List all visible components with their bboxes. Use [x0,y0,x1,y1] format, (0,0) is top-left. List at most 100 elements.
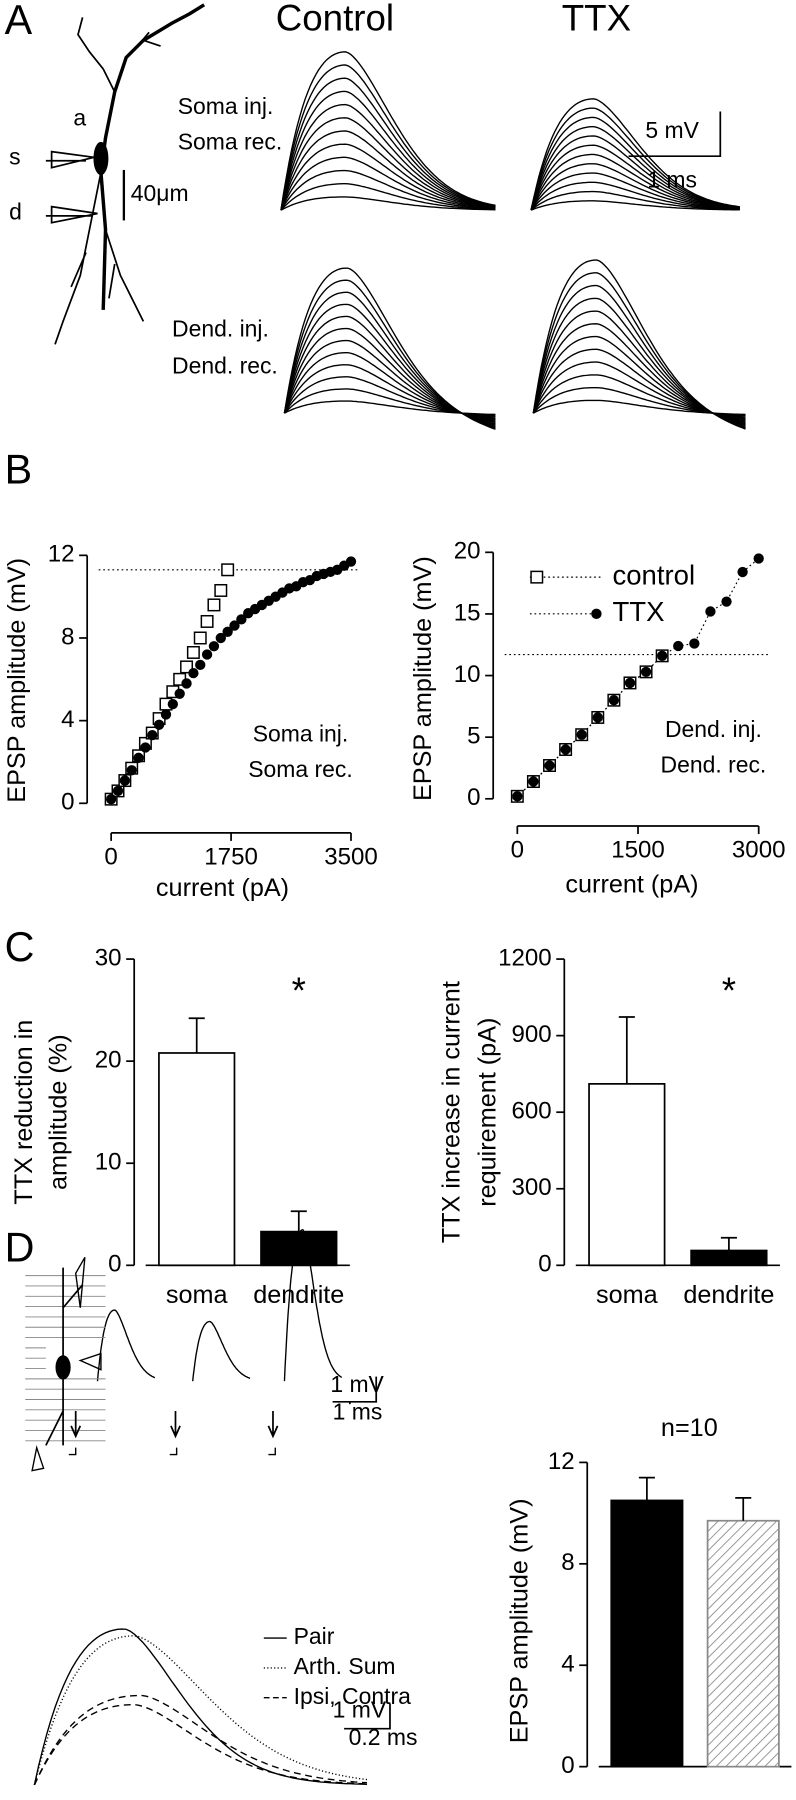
y-tick-label: 20 [454,538,481,565]
bar [706,1519,780,1768]
trace [532,323,746,424]
trace [280,64,496,211]
marker [126,765,137,776]
trace [284,400,496,416]
marker [174,688,185,699]
trace [283,327,496,424]
error-bar [638,1476,655,1501]
marker [208,641,220,652]
traces [33,51,746,1786]
marker [147,729,158,741]
trace [96,1309,156,1382]
error-bar [735,1497,752,1521]
marker [560,744,571,755]
neuron-label: d [9,199,22,225]
marker [591,608,602,619]
marker [207,598,221,612]
y-tick-label: 1200 [498,944,552,971]
neuron-label: a [73,105,86,131]
annotation: Soma inj. [253,720,349,746]
series-line [516,558,760,797]
y-axis-title: TTX reduction in [10,1020,38,1205]
marker [195,659,206,671]
scale-label: 1 mV [330,1371,384,1397]
y-tick-label: 300 [512,1174,552,1201]
scale-label: 5 mV [645,117,699,143]
trace [33,1703,368,1786]
error-bar [290,1210,307,1232]
column-title: Control [276,0,394,39]
trace [280,183,496,211]
marker [167,698,178,710]
x-tick-label: 0 [511,837,524,864]
marker [153,719,165,730]
x-tick-label: 1500 [611,837,665,864]
y-tick-label: 0 [538,1251,551,1278]
marker [656,650,668,661]
trace [280,77,496,211]
trace [530,126,740,211]
annotation: Dend. rec. [661,751,767,777]
trace [533,399,746,416]
trace [532,374,746,418]
trace [530,116,740,211]
marker [673,640,684,652]
marker [119,775,131,786]
trace [532,335,746,422]
error-bar [618,1016,635,1084]
neuron [45,3,206,345]
trace [532,259,746,430]
x-axis-title: current (pA) [565,870,698,898]
trace [283,303,496,426]
y-tick-label: 10 [95,1149,122,1176]
annotation: Soma rec. [248,756,352,782]
y-tick-label: 8 [61,623,74,650]
x-tick-label: dendrite [683,1281,774,1309]
legend-label: TTX [612,596,664,627]
marker [186,645,200,659]
marker [737,566,748,578]
schematic [25,1256,391,1730]
trace [530,135,740,211]
trace [530,98,740,211]
marker [112,785,124,797]
x-tick-label: 1750 [204,843,258,870]
scale-label: 1 mV [333,1697,387,1723]
trace [280,143,496,211]
marker [624,677,636,689]
trace [33,1635,368,1786]
legend-label: Ipsi, Contra [294,1683,411,1709]
legend-label: Pair [294,1623,335,1649]
marker [608,695,620,706]
marker [193,631,207,645]
trace [33,1628,368,1786]
trace [280,117,496,211]
marker [133,752,144,764]
scale-label: 0.2 ms [349,1724,418,1750]
y-tick-label: 12 [548,1448,575,1475]
y-axis-title: amplitude (%) [44,1034,72,1190]
y-axis-title: requirement (pA) [473,1018,501,1207]
trace [280,156,496,211]
trace [280,90,496,211]
marker [181,678,192,689]
column-title: TTX [562,0,631,39]
trace [283,267,496,430]
trace [530,181,740,211]
trace [280,51,496,211]
row-label: Dend. rec. [172,352,278,378]
marker [222,626,233,637]
legend-label: Arth. Sum [294,1653,396,1679]
annotation: Dend. inj. [665,716,762,742]
y-axis-title: TTX increase in current [438,981,466,1243]
panel-label: C [5,924,35,970]
marker [214,583,228,597]
y-tick-label: 5 [467,723,480,750]
marker [201,649,213,660]
trace [530,107,740,211]
y-tick-label: 12 [48,541,75,568]
x-tick-label: soma [596,1281,659,1309]
y-tick-label: 15 [454,599,481,626]
marker [640,666,652,678]
trace [280,169,496,211]
